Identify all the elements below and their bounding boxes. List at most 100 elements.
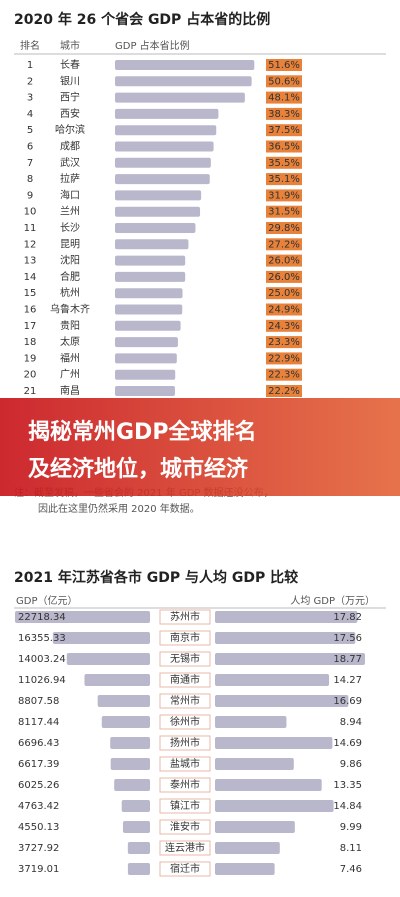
city-box bbox=[159, 819, 211, 835]
bar bbox=[115, 337, 178, 348]
city-label: 兰州 bbox=[60, 205, 80, 218]
bar bbox=[115, 60, 255, 70]
bar bbox=[52, 632, 150, 644]
city-label: 合肥 bbox=[60, 270, 80, 283]
city-label: 沈阳 bbox=[60, 254, 80, 267]
value-label: 6025.26 bbox=[18, 780, 59, 791]
legend-label: 人均 GDP（万元） bbox=[290, 595, 375, 607]
value-label: 22.9% bbox=[268, 353, 300, 364]
rank: 4 bbox=[27, 109, 33, 120]
value-label: 26.0% bbox=[268, 256, 300, 267]
value-label: 51.6% bbox=[268, 60, 300, 71]
rank: 7 bbox=[27, 158, 33, 169]
value-label: 8807.58 bbox=[18, 696, 59, 707]
bar bbox=[115, 76, 252, 87]
value-label: 23.3% bbox=[268, 337, 300, 348]
bar bbox=[115, 304, 183, 315]
rank: 1 bbox=[27, 60, 33, 71]
bar bbox=[115, 92, 245, 103]
value-label: 27.2% bbox=[268, 239, 300, 250]
value-label: 17.56 bbox=[333, 633, 362, 644]
city-label: 镇江市 bbox=[170, 799, 200, 812]
city-label: 昆明 bbox=[60, 238, 80, 250]
value-label: 6617.39 bbox=[18, 759, 59, 770]
city-label: 成都 bbox=[60, 141, 80, 153]
city-box bbox=[159, 609, 211, 625]
bar bbox=[84, 674, 150, 686]
bar bbox=[115, 157, 211, 168]
value-label: 3727.92 bbox=[18, 843, 59, 854]
value-box bbox=[266, 254, 302, 267]
value-label: 37.5% bbox=[268, 125, 300, 136]
city-label: 哈尔滨 bbox=[55, 123, 85, 136]
bar bbox=[215, 842, 280, 854]
bar bbox=[215, 632, 356, 644]
bar bbox=[66, 653, 150, 665]
value-label: 22718.34 bbox=[18, 612, 66, 623]
bar bbox=[115, 271, 186, 282]
city-box bbox=[159, 840, 211, 856]
column-label: 排名 bbox=[20, 39, 40, 52]
value-box bbox=[266, 385, 302, 397]
rank: 17 bbox=[24, 321, 37, 332]
rank: 11 bbox=[24, 223, 37, 234]
city-label: 银川 bbox=[60, 74, 80, 87]
value-box bbox=[266, 156, 302, 169]
bar bbox=[110, 737, 150, 749]
rank: 6 bbox=[27, 142, 33, 153]
value-label: 24.9% bbox=[268, 305, 300, 316]
value-box bbox=[266, 319, 302, 332]
value-label: 16.69 bbox=[333, 696, 362, 707]
value-label: 14.27 bbox=[333, 675, 362, 686]
city-box bbox=[159, 714, 211, 730]
value-label: 24.3% bbox=[268, 321, 300, 332]
city-label: 泰州市 bbox=[170, 778, 200, 791]
value-label: 26.0% bbox=[268, 272, 300, 283]
bar bbox=[115, 288, 183, 299]
value-label: 4550.13 bbox=[18, 822, 59, 833]
city-label: 南昌 bbox=[60, 384, 80, 397]
value-label: 3719.01 bbox=[18, 864, 59, 875]
column-label: GDP 占本省比例 bbox=[115, 39, 190, 52]
bar bbox=[215, 695, 349, 707]
value-label: 31.9% bbox=[268, 190, 300, 201]
rank: 9 bbox=[27, 190, 33, 201]
banner-background bbox=[0, 398, 400, 496]
value-label: 13.35 bbox=[333, 780, 362, 791]
city-label: 南京市 bbox=[170, 631, 200, 644]
city-label: 贵阳 bbox=[60, 319, 80, 332]
bar bbox=[115, 206, 201, 217]
rank: 18 bbox=[24, 337, 37, 348]
rank: 8 bbox=[27, 174, 33, 185]
city-label: 长春 bbox=[60, 59, 80, 71]
bar bbox=[215, 716, 287, 728]
city-label: 宿迁市 bbox=[170, 862, 200, 875]
value-label: 18.77 bbox=[333, 654, 362, 665]
value-label: 16355.33 bbox=[18, 633, 66, 644]
city-label: 西宁 bbox=[60, 91, 80, 104]
value-label: 25.0% bbox=[268, 288, 300, 299]
rank: 3 bbox=[27, 93, 33, 104]
banner-text: 揭秘常州GDP全球排名 bbox=[28, 419, 256, 445]
bar bbox=[115, 190, 202, 201]
rank: 5 bbox=[27, 125, 33, 136]
value-label: 29.8% bbox=[268, 223, 300, 234]
rank: 14 bbox=[24, 272, 37, 283]
bar bbox=[115, 108, 219, 119]
value-box bbox=[266, 59, 302, 71]
value-label: 17.82 bbox=[333, 612, 362, 623]
city-box bbox=[159, 693, 211, 709]
city-label: 武汉 bbox=[60, 156, 80, 169]
value-label: 36.5% bbox=[268, 142, 300, 153]
value-box bbox=[266, 303, 302, 316]
value-box bbox=[266, 287, 302, 300]
value-label: 14.84 bbox=[333, 801, 362, 812]
rank: 15 bbox=[24, 288, 37, 299]
bar bbox=[127, 863, 150, 875]
city-label: 福州 bbox=[60, 351, 80, 364]
city-box bbox=[159, 672, 211, 688]
value-label: 50.6% bbox=[268, 76, 300, 87]
city-label: 西安 bbox=[60, 107, 80, 120]
bar bbox=[115, 223, 196, 233]
